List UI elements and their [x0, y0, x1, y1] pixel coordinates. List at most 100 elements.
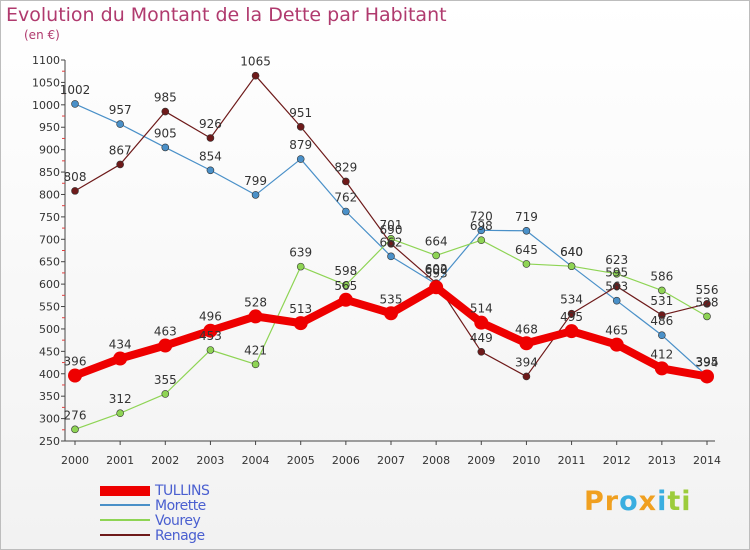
data-label-morette: 799 [244, 174, 267, 188]
data-label-vourey: 453 [199, 329, 222, 343]
data-point-vourey [342, 281, 350, 289]
data-point-tullins [293, 316, 308, 331]
data-point-vourey [71, 425, 79, 434]
y-tick-label: 450 [39, 345, 60, 358]
data-label-renage: 926 [199, 117, 222, 131]
legend-label-morette: Morette [155, 498, 206, 514]
logo-letters: ti [667, 486, 692, 517]
y-tick-label: 600 [39, 278, 60, 291]
data-point-vourey [296, 262, 305, 271]
data-point-tullins [564, 324, 579, 339]
data-point-renage [477, 348, 486, 356]
data-point-morette [251, 191, 260, 199]
legend-label-vourey: Vourey [155, 513, 201, 529]
x-tick-label: 2003 [196, 454, 224, 467]
data-label-vourey: 355 [154, 373, 177, 387]
data-point-tullins [429, 280, 444, 295]
x-tick-label: 2010 [512, 454, 540, 467]
y-tick-label: 650 [39, 256, 60, 269]
data-point-tullins [68, 368, 82, 383]
y-tick-label: 250 [39, 435, 60, 448]
y-tick-label: 350 [39, 390, 60, 403]
data-label-vourey: 701 [380, 218, 403, 232]
x-tick-label: 2006 [332, 454, 360, 467]
legend-item-vourey[interactable]: Vourey [100, 513, 320, 529]
data-point-renage [206, 134, 215, 142]
data-point-tullins [338, 292, 353, 307]
data-point-morette [387, 252, 395, 261]
data-label-tullins: 394 [696, 355, 719, 369]
data-point-vourey [477, 236, 486, 244]
data-label-morette: 854 [199, 149, 222, 163]
data-label-morette: 879 [289, 138, 312, 152]
data-point-tullins [203, 323, 218, 338]
x-tick-label: 2004 [242, 454, 270, 467]
data-label-renage: 531 [650, 294, 673, 308]
legend-item-tullins[interactable]: TULLINS [100, 483, 320, 499]
x-tick-label: 2013 [648, 454, 676, 467]
legend: TULLINS Morette Vourey Renage [100, 483, 320, 544]
data-label-tullins: 593 [425, 266, 448, 280]
data-point-renage [703, 300, 711, 308]
data-point-morette [206, 166, 215, 175]
legend-swatch-morette [100, 504, 150, 506]
logo-letters: x [638, 486, 658, 517]
data-point-vourey [206, 346, 215, 354]
data-point-renage [567, 309, 576, 318]
data-point-renage [71, 187, 79, 195]
data-label-tullins: 496 [199, 310, 222, 324]
data-point-morette [116, 120, 124, 128]
legend-item-renage[interactable]: Renage [100, 528, 320, 544]
y-tick-label: 1100 [32, 54, 60, 67]
data-label-vourey: 664 [425, 234, 448, 248]
data-label-tullins: 514 [470, 302, 493, 316]
y-tick-label: 800 [39, 188, 60, 201]
data-point-renage [161, 107, 170, 116]
data-label-morette: 1002 [60, 83, 91, 97]
data-label-renage: 985 [154, 91, 177, 105]
data-point-tullins [384, 306, 398, 321]
data-label-renage: 690 [380, 223, 403, 237]
data-point-tullins [248, 309, 263, 324]
data-point-vourey [612, 270, 621, 278]
data-point-vourey [161, 390, 170, 398]
data-label-tullins: 535 [380, 292, 403, 306]
data-label-tullins: 465 [605, 324, 628, 338]
data-label-morette: 640 [560, 245, 583, 259]
data-label-vourey: 421 [244, 343, 267, 357]
data-label-tullins: 513 [289, 302, 312, 316]
data-point-morette [296, 155, 305, 163]
data-label-tullins: 463 [154, 325, 177, 339]
data-point-vourey [703, 312, 711, 321]
data-label-tullins: 468 [515, 322, 538, 336]
x-tick-label: 2014 [693, 454, 721, 467]
legend-item-morette[interactable]: Morette [100, 498, 320, 514]
y-tick-label: 950 [39, 121, 60, 134]
data-point-morette [342, 207, 350, 216]
data-label-renage: 1065 [240, 55, 271, 69]
data-point-renage [116, 160, 124, 169]
data-point-tullins [700, 369, 714, 384]
data-label-morette: 957 [109, 103, 132, 117]
data-point-renage [296, 122, 305, 131]
data-point-tullins [654, 361, 669, 376]
data-label-vourey: 312 [109, 392, 132, 406]
data-point-vourey [251, 360, 260, 369]
logo-letters: Pr [584, 486, 620, 517]
data-label-renage: 595 [605, 265, 628, 279]
data-label-tullins: 528 [244, 295, 267, 309]
data-label-vourey: 698 [470, 219, 493, 233]
data-point-morette [522, 226, 531, 235]
y-tick-label: 750 [39, 211, 60, 224]
data-point-renage [251, 71, 260, 80]
data-label-morette: 395 [696, 355, 719, 369]
data-point-morette [161, 143, 170, 152]
data-point-renage [522, 372, 531, 381]
data-label-vourey: 598 [334, 264, 357, 278]
data-point-vourey [522, 260, 531, 268]
data-label-morette: 563 [605, 280, 628, 294]
y-tick-label: 300 [39, 413, 60, 426]
data-point-morette [477, 226, 486, 235]
